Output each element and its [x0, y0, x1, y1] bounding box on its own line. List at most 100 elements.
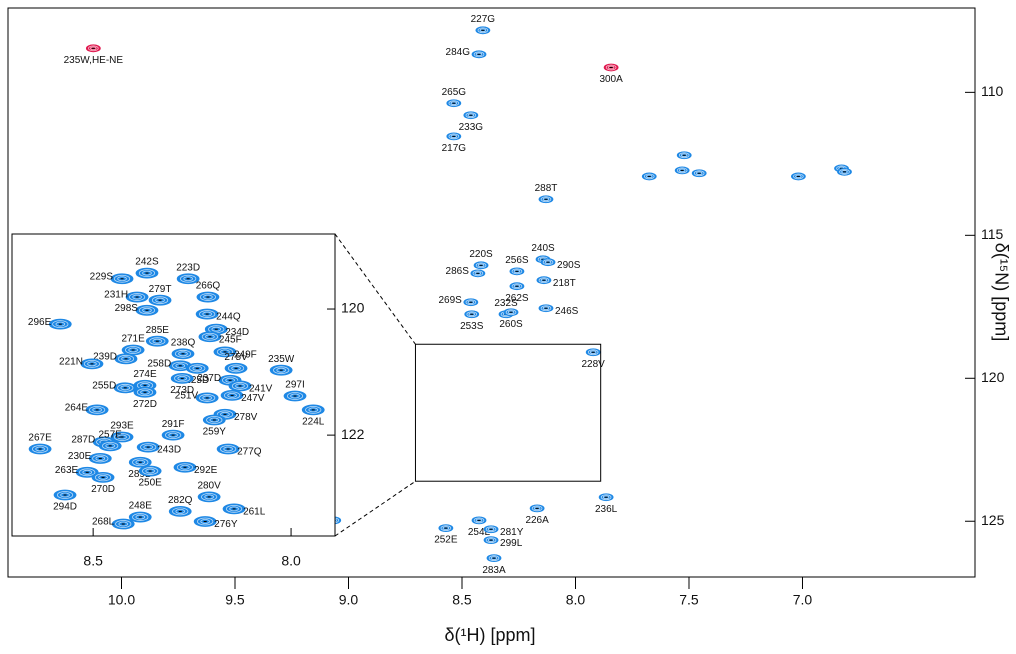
peak-label: 257E	[98, 429, 122, 440]
peak-contour	[128, 293, 146, 301]
peak-contour	[540, 278, 548, 283]
peak	[135, 267, 159, 279]
peak	[691, 169, 707, 178]
peak	[196, 291, 220, 303]
peak	[110, 431, 134, 443]
peak-label: 226A	[525, 515, 549, 526]
peak	[676, 151, 692, 160]
peak-contour	[88, 45, 99, 52]
peak	[837, 167, 852, 176]
peak-contour	[125, 346, 142, 354]
peak-contour	[102, 441, 119, 450]
peak	[128, 456, 152, 468]
peak	[136, 441, 160, 453]
peak	[161, 429, 185, 441]
peak	[145, 335, 169, 347]
peak-contour	[487, 527, 495, 532]
peak-contour	[490, 556, 498, 560]
peak-label: 270D	[91, 484, 115, 495]
peak-contour	[92, 454, 109, 463]
peak-contour	[531, 505, 543, 512]
peak-contour	[448, 100, 460, 107]
peak-label: 239D	[93, 351, 117, 362]
peak-label: 237D	[197, 373, 221, 384]
peak-label: 264E	[65, 403, 89, 414]
peak-label: 271E	[121, 334, 145, 345]
peak-contour	[225, 377, 235, 383]
peak-contour	[465, 112, 477, 119]
peak	[197, 491, 221, 503]
peak	[509, 267, 525, 276]
peak-contour	[149, 337, 166, 346]
peak-label: 217G	[442, 143, 467, 154]
peak-contour	[189, 364, 206, 373]
peak-label: 238Q	[171, 337, 196, 348]
peak	[148, 294, 172, 306]
peak-contour	[197, 517, 214, 526]
peak-contour	[117, 354, 135, 363]
y-tick-label: 115	[981, 226, 1004, 242]
peak-contour	[201, 332, 219, 341]
peak-label: 274E	[133, 369, 157, 380]
peak-contour	[440, 525, 452, 531]
peak-contour	[35, 446, 45, 452]
peak-contour	[192, 365, 203, 371]
peak-contour	[467, 113, 475, 118]
peak-contour	[113, 433, 131, 441]
peak	[536, 276, 552, 285]
peak-label: 254L	[468, 527, 491, 538]
peak-label: 253S	[460, 321, 484, 332]
peak-contour	[202, 311, 212, 317]
peak-label: 248E	[129, 501, 153, 512]
peak	[464, 310, 480, 319]
peak-label: 299L	[500, 538, 523, 549]
peak	[483, 525, 499, 534]
peak-label: 288T	[535, 183, 558, 194]
peak-contour	[475, 52, 483, 57]
peak-label: 275V	[224, 352, 248, 363]
peak	[80, 358, 104, 370]
peak-contour	[473, 51, 485, 58]
peak	[176, 273, 200, 285]
peak-label: 246S	[555, 306, 579, 317]
main-plot: 227G 284G 265G 233G 217G 288T 220S 286S 240S256S…	[64, 14, 852, 576]
inset-axes: 8.5 8.0 120 122	[83, 300, 364, 569]
peak	[28, 443, 52, 455]
peak-contour	[132, 458, 149, 467]
peak-label: 292E	[194, 465, 218, 476]
y-tick-label: 110	[981, 83, 1004, 99]
peak-contour	[201, 493, 218, 501]
peak-contour	[273, 366, 290, 375]
peak-contour	[105, 443, 115, 449]
peak-contour	[793, 173, 804, 180]
peak-contour	[176, 463, 194, 472]
peak-contour	[513, 284, 521, 289]
peak-contour	[544, 260, 552, 264]
peak-label: 247V	[241, 393, 265, 404]
peak-label: 272D	[133, 399, 157, 410]
peak-contour	[138, 269, 156, 277]
peak-contour	[121, 356, 131, 362]
peak-label: 273D	[170, 385, 194, 396]
peak-contour	[174, 349, 192, 358]
peak-label: 262S	[505, 293, 529, 304]
peak-contour	[589, 350, 597, 355]
peak-contour	[199, 310, 216, 318]
peak-contour	[839, 168, 850, 175]
peak-contour	[479, 28, 487, 33]
peak-label: 225D	[185, 375, 209, 386]
peak-contour	[511, 283, 523, 290]
peak-contour	[308, 407, 319, 413]
inset-frame	[11, 233, 336, 537]
peak-contour	[229, 506, 239, 512]
peak	[538, 195, 554, 204]
peak-label: 252E	[434, 535, 458, 546]
peak-contour	[305, 406, 322, 414]
peak-contour	[223, 446, 233, 452]
x-tick-label: 9.5	[225, 592, 245, 608]
x-tick-label: 7.5	[679, 592, 699, 608]
peak-label: 294D	[53, 502, 77, 513]
peak	[483, 536, 499, 545]
peak	[110, 273, 134, 285]
peak	[463, 111, 479, 120]
